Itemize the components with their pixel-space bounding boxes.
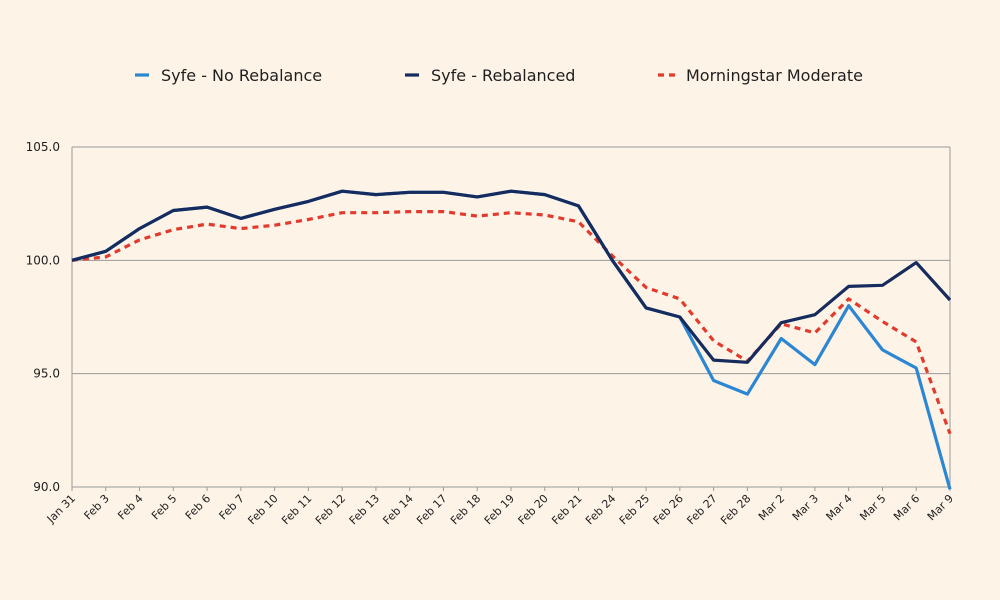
x-tick-label: Feb 14 — [380, 492, 415, 527]
legend-label-1: Syfe - Rebalanced — [431, 66, 575, 85]
x-tick-label: Feb 27 — [684, 492, 719, 527]
x-tick-label: Feb 26 — [651, 492, 686, 527]
y-axis: 90.0 95.0 100.0 105.0 — [26, 140, 60, 494]
grid — [71, 146, 951, 488]
x-tick-label: Feb 10 — [245, 492, 280, 527]
series-line-1 — [71, 189, 952, 364]
x-tick-label: Feb 11 — [279, 492, 314, 527]
x-tick-label: Feb 17 — [414, 492, 449, 527]
x-tick-label: Mar 5 — [857, 492, 888, 523]
x-tick-label: Mar 2 — [756, 492, 787, 523]
x-tick-label: Feb 6 — [183, 492, 213, 522]
x-tick-label: Feb 12 — [313, 492, 348, 527]
x-tick-label: Jan 31 — [44, 492, 78, 526]
x-tick-label: Mar 3 — [790, 492, 821, 523]
x-tick-label: Feb 24 — [583, 492, 618, 527]
x-tick-label: Feb 25 — [617, 492, 652, 527]
y-tick-label: 105.0 — [26, 140, 60, 154]
x-tick-label: Mar 9 — [925, 492, 956, 523]
y-tick-label: 95.0 — [33, 367, 60, 381]
x-tick-label: Feb 13 — [347, 492, 382, 527]
x-tick-label: Feb 4 — [115, 492, 145, 522]
x-tick-label: Feb 20 — [516, 492, 551, 527]
x-tick-label: Feb 18 — [448, 492, 483, 527]
x-tick-label: Feb 5 — [149, 492, 179, 522]
x-tick-label: Feb 7 — [217, 492, 247, 522]
x-tick-label: Feb 19 — [482, 492, 517, 527]
series-layer — [71, 189, 952, 490]
x-tick-label: Feb 3 — [81, 492, 111, 522]
x-tick-label: Mar 4 — [824, 492, 855, 523]
legend-label-0: Syfe - No Rebalance — [161, 66, 322, 85]
x-tick-label: Feb 28 — [718, 492, 753, 527]
y-tick-label: 90.0 — [33, 480, 60, 494]
x-tick-label: Mar 6 — [891, 492, 922, 523]
legend: Syfe - No Rebalance Syfe - Rebalanced Morn… — [135, 66, 863, 85]
x-tick-label: Feb 21 — [549, 492, 584, 527]
legend-label-2: Morningstar Moderate — [686, 66, 863, 85]
series-line-0 — [71, 189, 952, 490]
series-line-2 — [71, 210, 952, 435]
y-tick-label: 100.0 — [26, 253, 60, 267]
